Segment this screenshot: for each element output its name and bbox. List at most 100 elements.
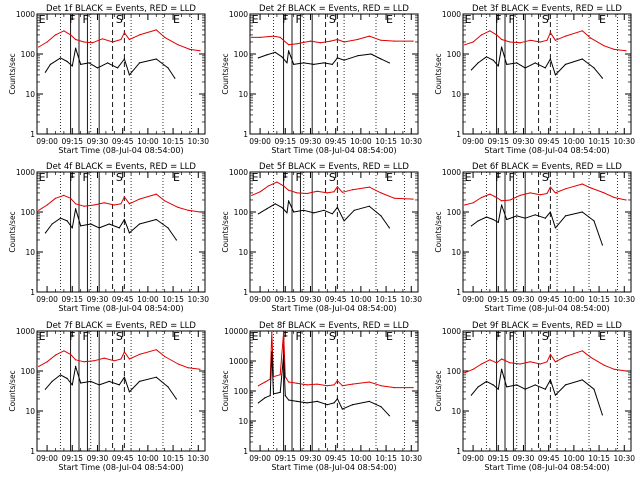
x-tick-label: 09:00 bbox=[249, 454, 271, 463]
events-point bbox=[593, 220, 595, 222]
lld-point bbox=[120, 358, 122, 360]
lld-point bbox=[296, 382, 298, 384]
region-marker-s: S bbox=[116, 330, 123, 343]
events-point bbox=[107, 62, 109, 64]
lld-point bbox=[155, 29, 157, 31]
events-point bbox=[303, 209, 305, 211]
events-point bbox=[534, 214, 536, 216]
lld-point bbox=[316, 383, 318, 385]
events-point bbox=[274, 203, 276, 205]
lld-point bbox=[316, 190, 318, 192]
lld-point bbox=[177, 206, 179, 208]
x-axis: 09:00 09:15 09:30 09:45 10:00 10:15 10:30 bbox=[36, 331, 209, 463]
x-tick-label: 09:45 bbox=[325, 454, 347, 463]
y-tick-label: 10 bbox=[451, 248, 461, 257]
x-tick-label: 10:30 bbox=[400, 454, 422, 463]
events-point bbox=[554, 74, 557, 76]
y-axis: 1 10 100 1000 bbox=[442, 327, 631, 456]
lld-point bbox=[581, 183, 583, 185]
region-marker-e: E bbox=[599, 171, 606, 184]
events-point bbox=[71, 227, 73, 229]
events-point bbox=[601, 414, 604, 416]
region-marker-s: S bbox=[329, 13, 336, 26]
region-marker-e: E bbox=[599, 330, 606, 343]
x-tick-label: 10:30 bbox=[613, 454, 635, 463]
panel-title: Det 7f BLACK = Events, RED = LLD bbox=[46, 321, 196, 331]
lld-point bbox=[625, 199, 627, 201]
series-events bbox=[257, 200, 390, 229]
series-events bbox=[257, 50, 390, 65]
events-point bbox=[601, 244, 604, 246]
lld-point bbox=[326, 385, 328, 387]
events-point bbox=[343, 220, 345, 222]
y-axis: 1 10 100 1000 10000 bbox=[224, 327, 418, 456]
events-point bbox=[118, 384, 120, 386]
events-point bbox=[516, 62, 518, 64]
region-marker-f: F bbox=[509, 171, 515, 184]
interval-lines bbox=[273, 331, 405, 451]
events-point bbox=[123, 58, 125, 60]
panel-title: Det 6f BLACK = Events, RED = LLD bbox=[472, 162, 622, 172]
events-point bbox=[544, 217, 546, 219]
lld-point bbox=[564, 188, 567, 190]
lld-point bbox=[83, 361, 85, 363]
lld-point bbox=[177, 363, 179, 365]
lld-point bbox=[412, 387, 414, 389]
lld-point bbox=[138, 198, 141, 200]
lld-point bbox=[412, 40, 414, 42]
panel-title: Det 5f BLACK = Events, RED = LLD bbox=[259, 162, 409, 172]
events-point bbox=[333, 402, 335, 404]
x-axis: 09:00 09:15 09:30 09:45 10:00 10:15 10:30 bbox=[36, 172, 209, 304]
y-axis-label: Counts/sec bbox=[8, 370, 17, 411]
lld-line bbox=[464, 30, 627, 52]
panel-title: Det 3f BLACK = Events, RED = LLD bbox=[472, 4, 622, 14]
lld-point bbox=[83, 205, 85, 207]
lld-point bbox=[625, 370, 627, 372]
y-tick-label: 10 bbox=[25, 90, 35, 99]
series-events bbox=[44, 47, 176, 79]
events-point bbox=[323, 209, 325, 211]
events-point bbox=[138, 223, 141, 225]
lld-point bbox=[489, 30, 491, 32]
lld-point bbox=[496, 196, 498, 199]
plot-frame bbox=[462, 171, 632, 293]
lld-point bbox=[75, 359, 77, 361]
events-point bbox=[336, 206, 338, 208]
y-tick-label: 1000 bbox=[229, 168, 248, 177]
events-point bbox=[501, 204, 503, 206]
x-tick-label: 09:15 bbox=[487, 295, 509, 304]
lld-point bbox=[590, 356, 592, 358]
events-point bbox=[477, 386, 479, 388]
events-point bbox=[506, 218, 508, 221]
lld-point bbox=[177, 44, 179, 46]
events-point bbox=[293, 63, 295, 65]
x-tick-label: 09:00 bbox=[36, 137, 58, 146]
events-point bbox=[80, 63, 82, 65]
lld-point bbox=[554, 192, 557, 194]
lld-point bbox=[368, 381, 370, 383]
lld-point bbox=[549, 32, 552, 34]
panel-title: Det 2f BLACK = Events, RED = LLD bbox=[259, 4, 409, 14]
events-point bbox=[564, 63, 567, 65]
lld-point bbox=[509, 362, 511, 364]
lld-point bbox=[38, 209, 40, 211]
lld-point bbox=[70, 34, 72, 36]
lld-point bbox=[164, 355, 166, 358]
region-marker-e: E bbox=[465, 330, 472, 343]
series-lld bbox=[464, 350, 627, 374]
region-marker-e: E bbox=[465, 13, 472, 26]
lld-point bbox=[480, 196, 483, 199]
y-tick-label: 1000 bbox=[229, 10, 248, 19]
plot-frame bbox=[36, 13, 206, 135]
events-point bbox=[370, 53, 372, 55]
events-point bbox=[284, 395, 286, 397]
panel-title: Det 8f BLACK = Events, RED = LLD bbox=[259, 321, 409, 331]
events-point bbox=[167, 227, 169, 229]
region-marker-e: E bbox=[173, 171, 180, 184]
lld-point bbox=[54, 34, 57, 36]
y-tick-label: 1 bbox=[30, 447, 35, 456]
plot-frame bbox=[249, 171, 419, 293]
lld-point bbox=[480, 363, 483, 365]
lld-point bbox=[464, 44, 466, 46]
events-point bbox=[477, 62, 479, 64]
